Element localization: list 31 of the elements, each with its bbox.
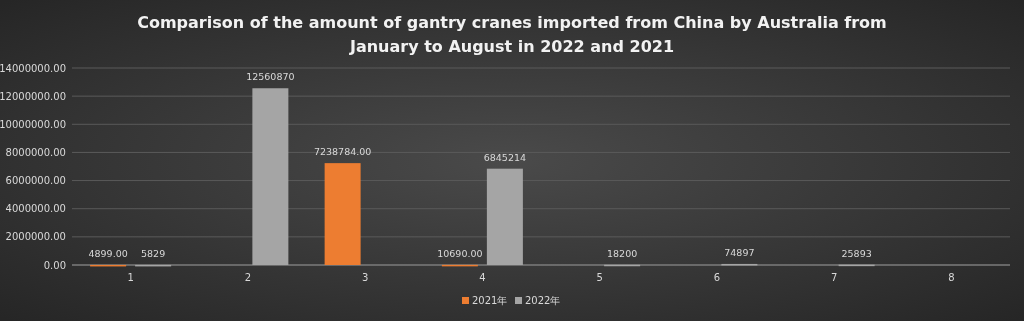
y-tick-label: 4000000.00 — [5, 203, 66, 215]
bar — [252, 88, 289, 265]
data-label: 4899.00 — [88, 247, 128, 259]
bar — [486, 168, 523, 265]
y-tick-label: 6000000.00 — [5, 175, 66, 187]
x-tick-label: 2 — [244, 272, 252, 283]
y-tick-label: 12000000.00 — [0, 90, 66, 102]
data-label: 10690.00 — [437, 247, 483, 259]
x-tick-label: 4 — [479, 272, 486, 283]
data-label: 6845214 — [483, 151, 527, 163]
y-tick-label: 2000000.00 — [5, 231, 66, 243]
x-tick-label: 1 — [127, 272, 134, 283]
data-label: 74897 — [724, 246, 755, 258]
y-tick-label: 8000000.00 — [5, 146, 66, 158]
data-label: 12560870 — [246, 71, 295, 83]
chart-title: Comparison of the amount of gantry cranes imported from China by Australia from January to August in 2022 and 2021 — [136, 12, 888, 58]
data-label: 7238784.00 — [313, 146, 372, 158]
x-tick-label: 7 — [830, 272, 838, 283]
legend-label: 2021年 — [472, 295, 508, 306]
y-tick-label: 0.00 — [43, 259, 66, 271]
x-tick-label: 6 — [713, 272, 721, 283]
x-tick-label: 5 — [596, 272, 603, 283]
x-tick-label: 3 — [361, 272, 369, 283]
data-label: 5829 — [141, 247, 166, 259]
bar — [324, 163, 361, 265]
legend-label: 2022年 — [525, 295, 561, 306]
y-tick-label: 14000000.00 — [0, 62, 66, 74]
y-tick-label: 10000000.00 — [0, 118, 66, 130]
x-tick-label: 8 — [948, 272, 955, 283]
data-label: 25893 — [841, 247, 872, 259]
data-label: 18200 — [607, 247, 638, 259]
